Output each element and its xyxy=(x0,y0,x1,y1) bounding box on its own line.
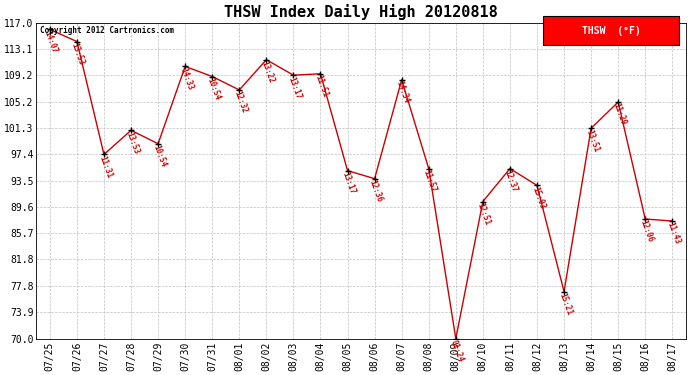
Text: 11:51: 11:51 xyxy=(313,74,330,99)
Text: 13:17: 13:17 xyxy=(286,75,303,100)
Text: 12:36: 12:36 xyxy=(368,178,384,204)
Text: 10:54: 10:54 xyxy=(205,76,221,101)
Text: 11:31: 11:31 xyxy=(97,154,113,179)
FancyBboxPatch shape xyxy=(543,16,680,45)
Text: 13:17: 13:17 xyxy=(340,171,357,195)
Title: THSW Index Daily High 20120818: THSW Index Daily High 20120818 xyxy=(224,4,498,20)
Text: 12:32: 12:32 xyxy=(233,90,248,115)
Text: 13:22: 13:22 xyxy=(259,60,275,84)
Text: 11:43: 11:43 xyxy=(665,221,682,246)
Text: 12:06: 12:06 xyxy=(638,219,655,244)
Text: THSW  (°F): THSW (°F) xyxy=(582,26,640,36)
Text: 14:33: 14:33 xyxy=(178,66,195,91)
Text: 10:54: 10:54 xyxy=(151,144,168,168)
Text: 15:21: 15:21 xyxy=(557,292,573,316)
Text: 13:51: 13:51 xyxy=(584,128,600,153)
Text: 14:07: 14:07 xyxy=(43,30,59,54)
Text: 15:03: 15:03 xyxy=(530,185,546,210)
Text: 11:57: 11:57 xyxy=(422,169,438,194)
Text: Copyright 2012 Cartronics.com: Copyright 2012 Cartronics.com xyxy=(39,26,174,35)
Text: 12:51: 12:51 xyxy=(476,201,492,226)
Text: 12:37: 12:37 xyxy=(503,169,519,194)
Text: 13:53: 13:53 xyxy=(70,42,86,66)
Text: 01:24: 01:24 xyxy=(448,339,465,363)
Text: 14:34: 14:34 xyxy=(395,80,411,105)
Text: 11:29: 11:29 xyxy=(611,102,627,127)
Text: 13:53: 13:53 xyxy=(124,130,140,155)
